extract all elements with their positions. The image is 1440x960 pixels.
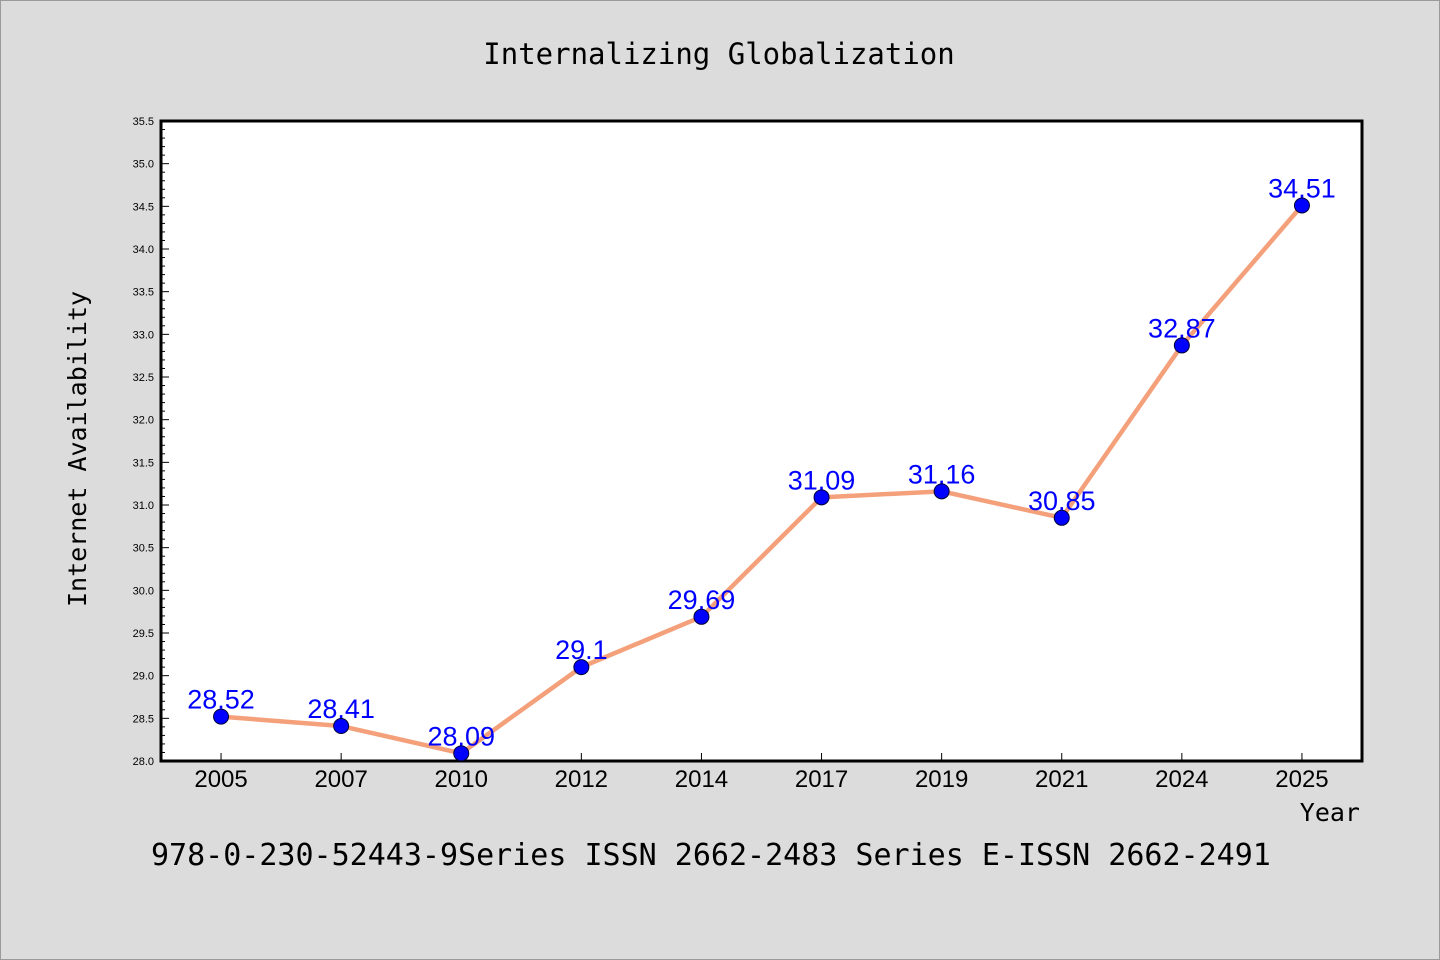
y-tick-label: 34.5 [133,201,154,213]
x-tick-label: 2021 [1035,766,1088,793]
data-point-marker [213,708,230,725]
data-label: 31.09 [788,465,856,495]
y-tick-label: 35.0 [133,159,154,171]
chart-title: Internalizing Globalization [483,37,954,71]
y-axis-title: Internet Availability [63,291,92,607]
y-tick-label: 30.0 [133,585,154,597]
x-tick-label: 2012 [555,766,608,793]
y-tick-label: 33.5 [133,287,154,299]
data-point-marker [453,745,470,762]
data-label: 28.41 [307,694,375,724]
data-point-marker [813,489,830,506]
y-tick-label: 34.0 [133,244,154,256]
data-labels: 28.52 28.41 28.09 29.1 29.69 31.09 31.16 30.85 3… [187,173,1335,751]
data-point-marker [933,483,950,500]
plot-area [159,119,1364,763]
y-tick-label: 31.5 [133,457,154,469]
data-point-marker [693,608,710,625]
series-line [220,204,1304,756]
y-tick-label: 29.0 [133,671,154,683]
x-tick-label: 2010 [435,766,488,793]
x-tick-label: 2007 [314,766,367,793]
data-label: 34.51 [1268,173,1336,203]
data-point-marker [1173,337,1190,354]
y-tick-label: 32.5 [133,372,154,384]
x-tick-label: 2019 [915,766,968,793]
x-tick-label: 2024 [1155,766,1208,793]
x-tick-label: 2025 [1275,766,1328,793]
data-point-marker [573,659,590,676]
y-tick-label: 33.0 [133,329,154,341]
y-tick-label: 32.0 [133,415,154,427]
data-label: 30.85 [1028,486,1096,516]
data-label: 29.69 [668,585,736,615]
x-axis-title: Year [1300,798,1360,827]
data-label: 28.09 [427,721,495,751]
y-tick-label: 28.0 [133,756,154,768]
series-markers [213,197,1310,762]
y-tick-label: 29.5 [133,628,154,640]
x-tick-label: 2014 [675,766,728,793]
y-tick-label: 28.5 [133,713,154,725]
data-label: 32.87 [1148,313,1216,343]
data-point-marker [333,718,350,735]
y-tick-label: 31.0 [133,500,154,512]
data-label: 29.1 [555,635,608,665]
y-axis: 28.0 28.5 29.0 29.5 30.0 30.5 31.0 31.5 32.0 32.5… [133,116,169,768]
x-axis: 2005 2007 2010 2012 2014 2017 2019 2021 2024 2025 [194,753,1329,793]
x-tick-label: 2017 [795,766,848,793]
data-label: 31.16 [908,459,976,489]
data-label: 28.52 [187,685,255,715]
y-tick-label: 30.5 [133,543,154,555]
isbn-issn-footer: 978-0-230-52443-9Series ISSN 2662-2483 S… [151,838,1271,873]
data-point-marker [1053,509,1070,526]
y-tick-label: 35.5 [133,116,154,128]
data-point-marker [1293,197,1310,214]
x-tick-label: 2005 [194,766,247,793]
